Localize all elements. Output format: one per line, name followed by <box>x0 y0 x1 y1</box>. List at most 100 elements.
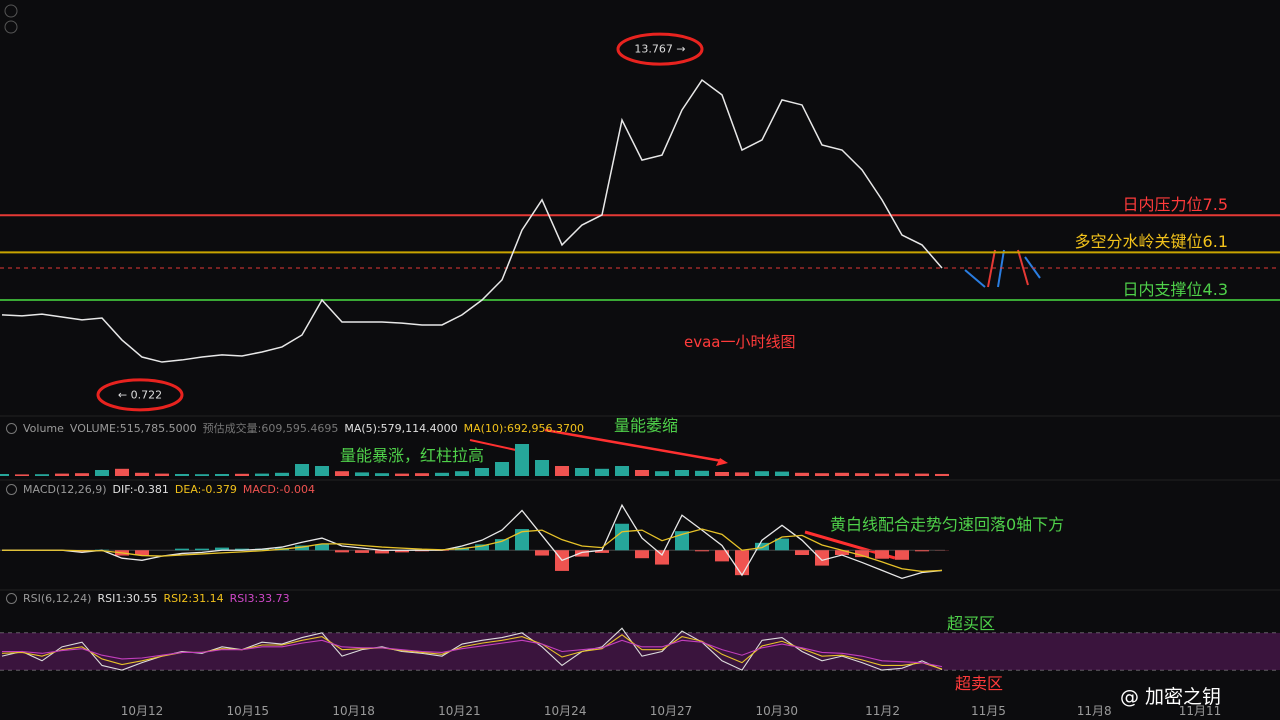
level-label: 日内支撑位4.3 <box>1122 280 1228 300</box>
zone-label: 超卖区 <box>955 674 1004 694</box>
zone-band <box>0 632 1280 671</box>
legend-item: RSI2:31.14 <box>163 592 224 605</box>
volume-bar <box>195 474 209 476</box>
legend: Volume VOLUME:515,785.5000 预估成交量:609,595.4… <box>6 420 584 436</box>
macd-bar <box>575 550 589 557</box>
x-tick-label: 10月24 <box>543 704 587 718</box>
volume-bar <box>875 473 889 476</box>
macd-bar <box>395 550 409 553</box>
macd-bar <box>835 550 849 556</box>
macd-bar <box>815 550 829 566</box>
macd-bar <box>495 539 509 551</box>
volume-bar <box>935 473 949 476</box>
volume-bar <box>15 474 29 476</box>
rsi-line <box>1 634 943 670</box>
highlight-ring <box>96 378 184 412</box>
x-tick-label: 10月21 <box>438 704 481 718</box>
watermark: @ 加密之钥 <box>1120 686 1222 708</box>
volume-bar <box>455 471 469 476</box>
volume-bar <box>655 471 669 476</box>
volume-bar <box>115 468 129 476</box>
legend: RSI(6,12,24) RSI1:30.55 RSI2:31.14 RSI3:33.… <box>6 592 290 605</box>
macd-bar <box>655 550 669 565</box>
volume-bar <box>315 466 329 476</box>
volume-bar <box>495 462 509 476</box>
legend-item: VOLUME:515,785.5000 <box>69 421 197 435</box>
macd-line <box>2 503 943 580</box>
volume-bar <box>435 472 449 476</box>
toggle-icon[interactable] <box>6 422 17 434</box>
macd-bar <box>895 550 909 560</box>
volume-bar <box>855 473 869 476</box>
volume-bar <box>755 471 769 476</box>
legend-item: Volume <box>23 421 64 435</box>
icon[interactable] <box>4 20 18 34</box>
x-tick-label: 10月12 <box>120 704 164 718</box>
volume-bar <box>715 472 729 476</box>
macd-bar <box>295 545 309 551</box>
legend-item: RSI3:33.73 <box>229 592 290 605</box>
volume-bar <box>815 473 829 476</box>
macd-line <box>2 528 943 573</box>
volume-bar <box>335 471 349 476</box>
macd-bar <box>915 550 929 552</box>
volume-bar <box>355 472 369 476</box>
macd-bar <box>235 548 249 551</box>
legend: MACD(12,26,9) DIF:-0.381 DEA:-0.379 MACD:-0… <box>6 483 315 496</box>
legend-item: MA(5):579,114.4000 <box>344 421 458 435</box>
volume-bar <box>555 466 569 476</box>
macd-bar <box>175 548 189 551</box>
legend-item: MA(10):692,956.3700 <box>463 421 584 435</box>
annotation: 量能暴涨，红柱拉高 <box>340 446 485 465</box>
legend-item: MACD:-0.004 <box>242 483 315 496</box>
macd-bar <box>535 550 549 556</box>
macd-bar <box>475 544 489 551</box>
chart-title: evaa一小时线图 <box>684 333 796 351</box>
arrow <box>544 428 723 463</box>
volume-bar <box>915 473 929 476</box>
rsi-line <box>2 639 943 668</box>
legend-item: MACD(12,26,9) <box>23 483 107 496</box>
x-tick-label: 10月15 <box>226 704 270 718</box>
macd-bar <box>375 550 389 554</box>
price-line <box>1 78 943 363</box>
volume-bar <box>635 470 649 476</box>
volume-bar <box>895 473 909 476</box>
macd-bar <box>795 550 809 556</box>
x-tick-label: 10月30 <box>755 704 799 718</box>
legend-item: RSI1:30.55 <box>97 592 158 605</box>
x-tick-label: 10月18 <box>332 704 375 718</box>
macd-bar <box>595 550 609 553</box>
macd-bar <box>775 538 789 551</box>
macd-bar <box>695 550 709 552</box>
level-label: 多空分水岭关键位6.1 <box>1074 232 1228 252</box>
macd-bar <box>755 542 769 551</box>
level-label: 日内压力位7.5 <box>1122 195 1228 215</box>
macd-bar <box>355 550 369 553</box>
volume-bar <box>415 473 429 476</box>
annotation: 黄白线配合走势匀速回落0轴下方 <box>830 515 1065 534</box>
legend-item: DEA:-0.379 <box>174 483 237 496</box>
x-tick-label: 11月5 <box>970 704 1006 718</box>
x-tick-label: 10月27 <box>649 704 693 718</box>
macd-bar <box>735 550 749 576</box>
legend-item: 预估成交量:609,595.4695 <box>202 422 339 435</box>
macd-bar <box>135 550 149 556</box>
toggle-icon[interactable] <box>6 484 17 495</box>
legend-item: RSI(6,12,24) <box>23 592 92 605</box>
macd-bar <box>315 544 329 551</box>
macd-bar <box>215 547 229 551</box>
legend-item: DIF:-0.381 <box>112 483 169 496</box>
volume-bar <box>615 466 629 476</box>
volume-bar <box>135 472 149 476</box>
volume-bar <box>215 474 229 476</box>
projection <box>964 249 1041 288</box>
volume-bar <box>95 470 109 476</box>
volume-bar <box>255 473 269 476</box>
volume-bar <box>535 460 549 476</box>
toggle-icon[interactable] <box>6 593 17 604</box>
volume-bar <box>75 473 89 476</box>
icon[interactable] <box>4 4 18 18</box>
